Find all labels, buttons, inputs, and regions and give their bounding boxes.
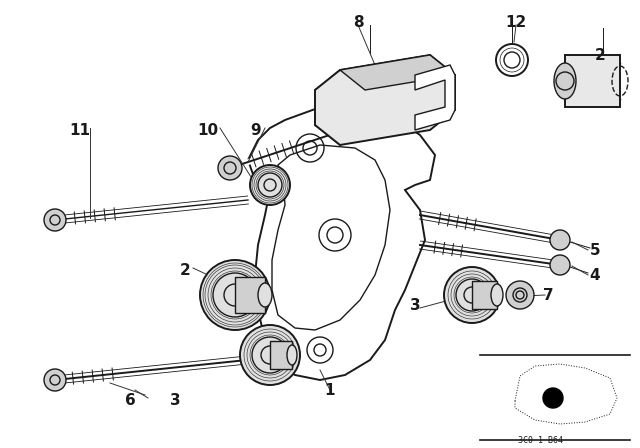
Ellipse shape <box>287 345 297 365</box>
Bar <box>565 55 620 107</box>
Circle shape <box>444 267 500 323</box>
Text: 3: 3 <box>410 297 420 313</box>
Polygon shape <box>248 100 435 380</box>
Circle shape <box>550 255 570 275</box>
Ellipse shape <box>258 283 272 307</box>
Text: 5: 5 <box>589 242 600 258</box>
Text: 12: 12 <box>506 14 527 30</box>
Circle shape <box>240 325 300 385</box>
Ellipse shape <box>491 284 503 306</box>
Text: 4: 4 <box>589 267 600 283</box>
Polygon shape <box>315 55 455 145</box>
Polygon shape <box>415 65 455 130</box>
Text: 8: 8 <box>353 14 364 30</box>
Circle shape <box>200 260 270 330</box>
Text: 1: 1 <box>324 383 335 397</box>
Text: 11: 11 <box>70 122 90 138</box>
Bar <box>472 281 497 309</box>
Circle shape <box>44 369 66 391</box>
Polygon shape <box>340 55 455 90</box>
Bar <box>235 277 265 313</box>
Text: 10: 10 <box>197 122 219 138</box>
Circle shape <box>44 209 66 231</box>
Text: 2: 2 <box>180 263 190 277</box>
Text: 6: 6 <box>125 392 136 408</box>
Text: 9: 9 <box>251 122 261 138</box>
Circle shape <box>550 230 570 250</box>
Circle shape <box>543 388 563 408</box>
Circle shape <box>218 156 242 180</box>
Bar <box>270 341 292 369</box>
Ellipse shape <box>554 63 576 99</box>
Text: 3C0 1 B64: 3C0 1 B64 <box>518 435 563 444</box>
Text: 2: 2 <box>595 47 605 63</box>
Polygon shape <box>272 145 390 330</box>
Circle shape <box>506 281 534 309</box>
Text: 3: 3 <box>170 392 180 408</box>
Text: 7: 7 <box>543 288 554 302</box>
Circle shape <box>250 165 290 205</box>
